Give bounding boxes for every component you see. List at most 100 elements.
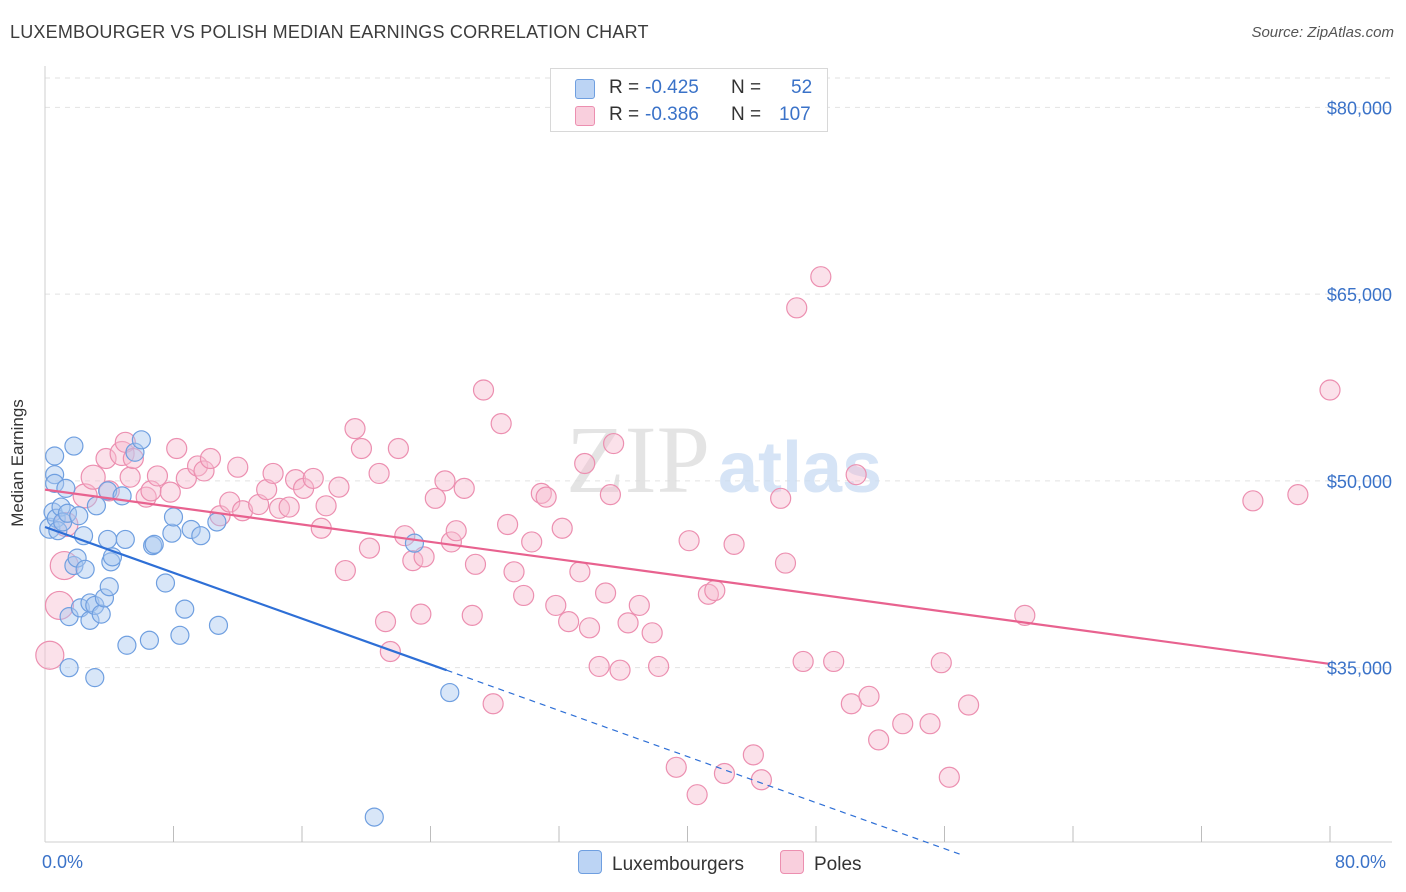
pole-point — [845, 464, 867, 486]
legend-swatch-pink — [575, 106, 595, 126]
poles-trend-line — [44, 488, 1331, 666]
pole-point — [957, 694, 980, 716]
luxembourger-point — [139, 630, 160, 650]
luxembourger-point — [85, 668, 105, 688]
luxembourger-point — [56, 478, 76, 498]
luxembourger-point — [91, 604, 111, 624]
pole-point — [1014, 604, 1036, 626]
luxembourger-point — [207, 512, 227, 532]
pole-point — [647, 655, 670, 678]
pole-point — [558, 611, 580, 633]
luxembourger-point — [155, 573, 176, 593]
chart-title: LUXEMBOURGER VS POLISH MEDIAN EARNINGS C… — [10, 22, 649, 42]
luxembourger-point — [57, 503, 78, 523]
luxembourger-point — [131, 430, 151, 450]
pole-point — [122, 447, 144, 470]
pole-point — [445, 520, 467, 542]
legend-r-label: R = — [609, 104, 640, 125]
pole-point — [686, 784, 708, 806]
pole-point — [350, 437, 373, 460]
luxembourger-point — [208, 615, 229, 635]
pole-point — [146, 465, 169, 487]
pole-point — [278, 496, 300, 518]
pole-point — [742, 744, 764, 766]
pole-point — [774, 552, 797, 574]
pole-point — [472, 379, 495, 401]
luxembourger-point — [98, 529, 118, 550]
pole-point — [44, 590, 75, 621]
legend-n-label: N = — [731, 77, 762, 98]
pole-point — [490, 413, 512, 435]
pole-point — [930, 652, 952, 674]
legend-r-label: R = — [609, 77, 640, 98]
pole-point — [628, 594, 650, 617]
axes — [44, 66, 1392, 843]
legend-n-label: N = — [731, 104, 762, 125]
watermark: ZIP atlas — [566, 406, 882, 513]
pole-point — [453, 477, 475, 499]
pole-point — [166, 437, 188, 460]
pole-point — [374, 611, 397, 633]
pole-point — [464, 553, 487, 575]
pole-point — [1287, 484, 1309, 506]
luxembourger-point — [125, 442, 145, 462]
pole-point — [482, 693, 504, 715]
legend-swatch-blue — [575, 79, 595, 99]
luxembourger-point — [64, 436, 84, 456]
pole-point — [379, 640, 401, 663]
pole-point — [704, 579, 726, 602]
pole-point — [219, 491, 241, 513]
luxembourger-point — [364, 807, 384, 827]
pole-point — [574, 452, 596, 475]
pole-point — [315, 495, 337, 517]
pole-point — [938, 766, 960, 788]
y-tick-label: $65,000 — [1327, 285, 1392, 305]
luxembourger-point — [404, 533, 425, 553]
luxembourger-point — [181, 519, 201, 540]
legend-n-value: 52 — [791, 77, 813, 98]
y-tick-label: $35,000 — [1327, 659, 1392, 679]
luxembourger-point — [175, 599, 195, 619]
luxembourger-point — [45, 473, 65, 493]
pole-point — [159, 481, 181, 503]
luxembourger-point — [191, 526, 211, 546]
bottom-legend-swatch-pink — [780, 850, 804, 874]
pole-point — [1242, 490, 1264, 512]
luxembourger-point — [94, 588, 115, 608]
y-tick-label: $50,000 — [1327, 472, 1392, 492]
pole-point — [358, 537, 381, 559]
pole-point — [713, 762, 736, 785]
luxembourger-point — [75, 559, 95, 579]
poles-points — [35, 266, 1341, 806]
pole-point — [256, 479, 278, 501]
pole-point — [328, 476, 350, 498]
pole-point — [665, 756, 687, 778]
y-tick-labels: $80,000 $65,000 $50,000 $35,000 — [1327, 98, 1392, 678]
bottom-legend-label: Luxembourgers — [612, 854, 745, 875]
luxembourgers-trend-extension — [446, 669, 961, 856]
pole-point — [535, 486, 557, 508]
pole-point — [262, 462, 284, 485]
bottom-legend-swatch-blue — [578, 850, 602, 874]
pole-point — [578, 617, 601, 639]
pole-point — [302, 467, 324, 490]
luxembourger-point — [162, 523, 182, 543]
pole-point — [545, 594, 567, 617]
pole-point — [617, 612, 639, 634]
pole-point — [119, 466, 141, 488]
pole-point — [840, 693, 862, 715]
pole-point — [497, 513, 519, 536]
pole-point — [697, 583, 719, 605]
pole-point — [569, 561, 591, 583]
x-tick-label-max: 80.0% — [1335, 852, 1387, 872]
luxembourger-point — [163, 507, 184, 527]
pole-point — [410, 603, 432, 625]
pole-point — [440, 531, 462, 553]
pole-point — [919, 713, 941, 735]
pole-point — [513, 584, 535, 607]
pole-point — [95, 447, 117, 470]
pole-point — [599, 484, 622, 506]
chart-source: Source: ZipAtlas.com — [1251, 24, 1394, 41]
pole-point — [594, 582, 617, 604]
pole-point — [402, 549, 424, 572]
